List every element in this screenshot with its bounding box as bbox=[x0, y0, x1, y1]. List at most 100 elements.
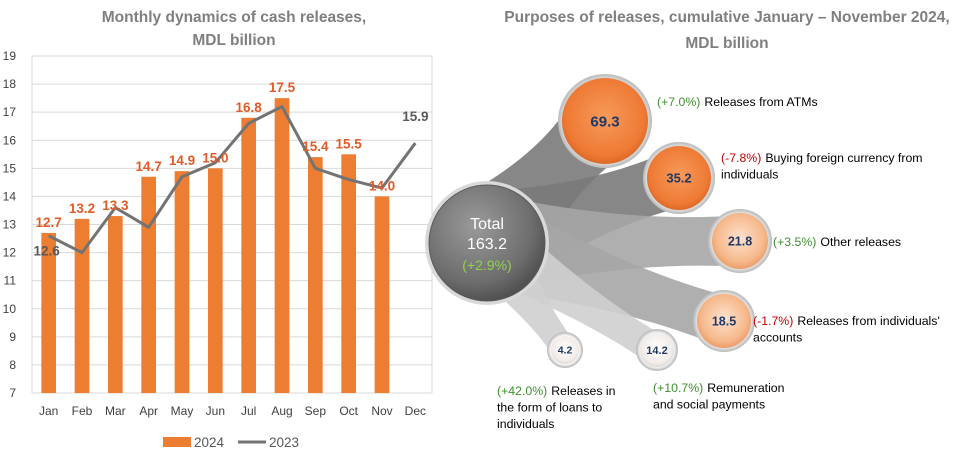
item-label-line: individuals bbox=[497, 417, 554, 431]
data-label-2024: 14.9 bbox=[169, 153, 195, 168]
grid bbox=[31, 55, 433, 394]
x-tick-label: Aug bbox=[271, 404, 292, 418]
bubble-1 bbox=[647, 146, 711, 210]
legend: 2024 2023 bbox=[163, 435, 299, 450]
y-tick-label: 19 bbox=[3, 49, 17, 63]
data-label-2024: 12.7 bbox=[36, 215, 62, 230]
y-tick-label: 13 bbox=[3, 218, 17, 232]
item-label-line: the form of loans to bbox=[497, 401, 602, 415]
bars-2024 bbox=[41, 98, 390, 394]
x-tick-label: Jul bbox=[241, 404, 256, 418]
bubble-title-line-2: MDL billion bbox=[685, 35, 768, 52]
bar-may bbox=[174, 171, 190, 393]
item-label-2: (+3.5%) Other releases bbox=[773, 235, 901, 249]
bubble-value: 21.8 bbox=[728, 234, 752, 248]
item-label-line: individuals bbox=[721, 168, 778, 182]
bubble-value: 69.3 bbox=[590, 113, 619, 130]
data-label-2024: 15.5 bbox=[336, 136, 363, 151]
bar-aug bbox=[274, 98, 290, 393]
bubble-value: 4.2 bbox=[558, 345, 573, 357]
bar-nov bbox=[374, 196, 390, 393]
legend-label-2023: 2023 bbox=[269, 435, 299, 450]
data-label-2024: 16.8 bbox=[236, 100, 263, 115]
legend-label-2024: 2024 bbox=[194, 435, 225, 450]
item-label-line: and social payments bbox=[653, 398, 765, 412]
item-change: (-1.7%) bbox=[753, 314, 793, 328]
data-labels: 12.7 13.2 13.3 14.7 14.9 15.0 16.8 17.5 15.4 15.5… bbox=[34, 80, 429, 259]
item-label-5: (+42.0%) Releases in the form of loans to i… bbox=[497, 384, 616, 431]
item-label-line: Remuneration bbox=[707, 381, 784, 395]
data-label-2024: 17.5 bbox=[269, 80, 296, 95]
x-tick-label: Oct bbox=[339, 404, 358, 418]
x-tick-label: Nov bbox=[371, 404, 392, 418]
item-change: (+10.7%) bbox=[653, 381, 703, 395]
x-tick-label: Sep bbox=[305, 404, 327, 418]
y-tick-label: 14 bbox=[3, 189, 17, 203]
item-label-3: (-1.7%) Releases from individuals' account… bbox=[753, 314, 940, 345]
item-label-line: Releases from individuals' bbox=[797, 314, 939, 328]
data-label-2023: 15.9 bbox=[402, 109, 428, 124]
total-bubble: Total 163.2 (+2.9%) bbox=[425, 181, 549, 305]
item-change: (+3.5%) bbox=[773, 235, 816, 249]
item-change: (+42.0%) bbox=[497, 384, 547, 398]
connector-3 bbox=[504, 213, 732, 345]
x-tick-label: Mar bbox=[105, 404, 126, 418]
y-tick-label: 11 bbox=[4, 274, 17, 288]
y-tick-label: 9 bbox=[9, 330, 16, 344]
item-label-line: Releases from ATMs bbox=[704, 95, 817, 109]
item-label-line: Buying foreign currency from bbox=[765, 151, 922, 165]
bubble-value: 18.5 bbox=[712, 314, 736, 328]
total-bubble-circle bbox=[428, 184, 546, 302]
bar-jan bbox=[41, 232, 56, 393]
data-label-2024: 13.3 bbox=[102, 198, 129, 213]
item-label-0: (+7.0%) Releases from ATMs bbox=[657, 95, 818, 109]
x-axis: Jan Feb Mar Apr May Jun Jul Aug Sep Oct Nov Dec bbox=[39, 404, 426, 418]
item-label-line: accounts bbox=[753, 331, 802, 345]
item-label-1: (-7.8%) Buying foreign currency from indiv… bbox=[721, 151, 923, 182]
total-change: (+2.9%) bbox=[462, 257, 511, 273]
item-label-4: (+10.7%) Remuneration and social payments bbox=[653, 381, 785, 412]
y-tick-label: 8 bbox=[9, 358, 16, 372]
data-label-2023: 12.6 bbox=[34, 244, 61, 259]
y-tick-label: 18 bbox=[3, 77, 17, 91]
item-change: (+7.0%) bbox=[657, 95, 700, 109]
bubble-value: 35.2 bbox=[666, 171, 691, 186]
item-bubbles: 69.3 35.2 21.8 18.5 14.2 4.2 bbox=[547, 74, 772, 371]
bar-sep bbox=[308, 157, 323, 393]
x-tick-label: Apr bbox=[139, 404, 158, 418]
bubble-0 bbox=[562, 78, 648, 164]
total-value: 163.2 bbox=[467, 236, 507, 253]
x-tick-label: Feb bbox=[72, 404, 93, 418]
y-tick-label: 7 bbox=[9, 386, 16, 400]
bar-apr bbox=[141, 176, 156, 393]
legend-swatch-2024 bbox=[163, 437, 191, 447]
x-tick-label: May bbox=[171, 404, 194, 418]
item-label-line: Other releases bbox=[820, 235, 901, 249]
bar-jul bbox=[241, 117, 256, 394]
purposes-bubble-chart: Purposes of releases, cumulative January… bbox=[425, 9, 950, 431]
y-tick-label: 17 bbox=[3, 105, 17, 119]
chart-title-line-1: Monthly dynamics of cash releases, bbox=[102, 9, 366, 26]
bar-jun bbox=[208, 168, 223, 393]
item-label-line: Releases in bbox=[551, 384, 615, 398]
total-label: Total bbox=[470, 216, 504, 233]
y-tick-label: 15 bbox=[3, 161, 17, 175]
bubble-2 bbox=[712, 213, 768, 269]
line-2023 bbox=[47, 105, 417, 255]
y-axis: 7 8 9 10 11 12 13 14 15 16 17 18 19 bbox=[3, 49, 17, 400]
data-label-2024: 15.4 bbox=[302, 139, 329, 154]
bar-oct bbox=[341, 154, 356, 393]
bubble-5 bbox=[551, 336, 579, 364]
y-tick-label: 12 bbox=[3, 246, 17, 260]
bar-feb bbox=[74, 218, 90, 393]
x-tick-label: Jun bbox=[206, 404, 225, 418]
x-tick-label: Jan bbox=[39, 404, 58, 418]
y-tick-label: 16 bbox=[3, 133, 17, 147]
bubble-3 bbox=[697, 294, 751, 348]
bubble-title-line-1: Purposes of releases, cumulative January… bbox=[504, 9, 949, 26]
item-labels: (+7.0%) Releases from ATMs (-7.8%) Buying f… bbox=[497, 95, 940, 431]
monthly-chart: Monthly dynamics of cash releases, MDL b… bbox=[3, 9, 433, 450]
data-label-2024: 14.7 bbox=[136, 159, 162, 174]
x-tick-label: Dec bbox=[405, 404, 426, 418]
